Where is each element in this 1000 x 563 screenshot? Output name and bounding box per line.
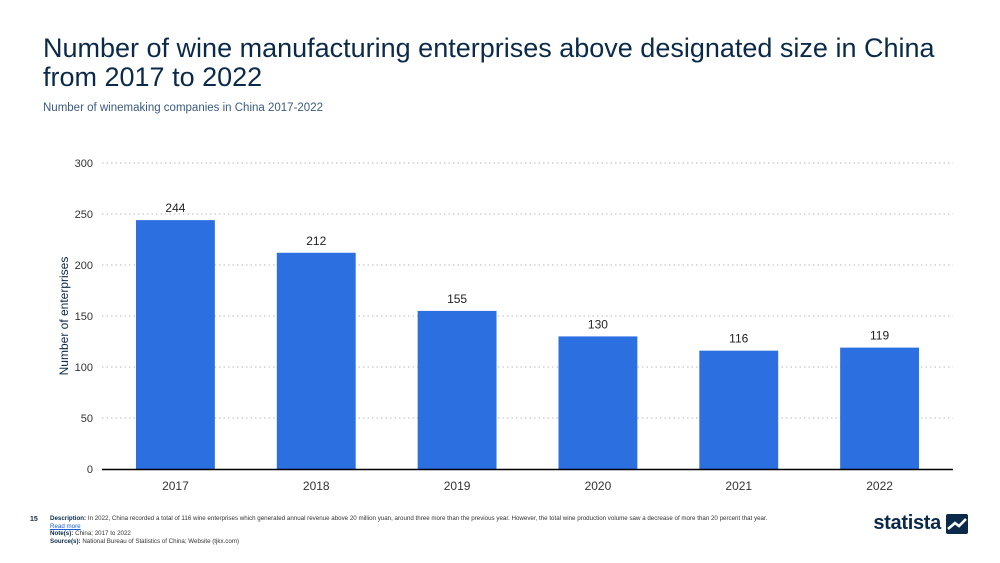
y-tick-label: 300 (75, 158, 93, 170)
footer: 15 Description: In 2022, China recorded … (30, 515, 860, 545)
x-tick-label: 2020 (585, 479, 612, 493)
data-label: 212 (306, 234, 326, 248)
data-label: 155 (447, 292, 467, 306)
description-row: Description: In 2022, China recorded a t… (50, 515, 860, 523)
y-tick-label: 150 (75, 311, 93, 323)
data-label: 116 (729, 332, 748, 346)
y-tick-label: 0 (87, 464, 93, 476)
description-label: Description: (50, 515, 87, 522)
gridlines (102, 162, 953, 419)
x-tick-label: 2021 (725, 479, 752, 493)
bar-2017[interactable] (135, 220, 215, 469)
bar-chart: 0 50 100 150 200 250 300 244 212 155 130 116 119 20… (57, 158, 953, 493)
y-axis-label: Number of enterprises (57, 257, 71, 376)
chart-title: Number of wine manufacturing enterprises… (43, 33, 935, 92)
x-axis-ticks: 2017 2018 2019 2020 2021 2022 (162, 479, 893, 493)
y-tick-label: 50 (81, 413, 93, 425)
bars (135, 220, 920, 469)
y-axis-ticks: 0 50 100 150 200 250 300 (75, 158, 93, 476)
sources-label: Source(s): (50, 537, 81, 545)
notes-label: Note(s): (50, 530, 74, 538)
x-tick-label: 2019 (444, 479, 471, 493)
data-label: 244 (165, 201, 185, 215)
statista-logo[interactable]: statista (873, 512, 968, 535)
bar-2020[interactable] (558, 336, 638, 469)
description-text: In 2022, China recorded a total of 116 w… (87, 515, 768, 522)
page-number: 15 (30, 516, 38, 523)
y-tick-label: 100 (75, 362, 93, 374)
chart-subtitle: Number of winemaking companies in China … (43, 102, 323, 114)
statista-logo-icon (946, 513, 968, 534)
bar-2018[interactable] (276, 252, 356, 469)
read-more-link[interactable]: Read more (50, 522, 81, 530)
data-label: 119 (870, 329, 889, 343)
data-label: 130 (588, 317, 608, 331)
x-tick-label: 2022 (866, 479, 893, 493)
sources-text: National Bureau of Statistics of China; … (82, 537, 240, 545)
bar-2022[interactable] (840, 347, 920, 469)
x-tick-label: 2017 (162, 479, 189, 493)
bar-2019[interactable] (417, 310, 497, 469)
notes-row: Note(s): China; 2017 to 2022 (50, 530, 860, 538)
sources-row: Source(s): National Bureau of Statistics… (50, 538, 860, 546)
y-tick-label: 200 (75, 260, 93, 272)
y-tick-label: 250 (75, 209, 93, 221)
bar-2021[interactable] (699, 350, 779, 469)
data-labels: 244 212 155 130 116 119 (165, 201, 889, 346)
logo-text: statista (873, 512, 941, 534)
x-tick-label: 2018 (303, 479, 330, 493)
notes-text: China; 2017 to 2022 (75, 530, 131, 538)
